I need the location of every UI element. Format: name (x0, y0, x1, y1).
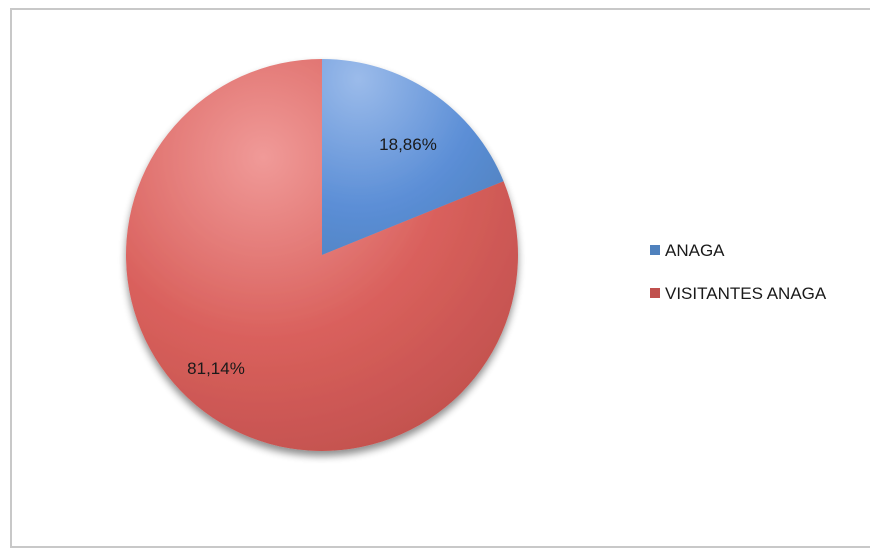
pie-data-labels: 18,86% 81,14% (187, 135, 437, 378)
legend-label-visitantes-anaga: VISITANTES ANAGA (665, 284, 827, 303)
legend-swatch-visitantes-anaga (650, 288, 660, 298)
legend-item-anaga: ANAGA (650, 241, 725, 260)
data-label-anaga: 18,86% (379, 135, 437, 154)
legend-label-anaga: ANAGA (665, 241, 725, 260)
pie-slice-visitantes-anaga (125, 59, 519, 451)
pie-slice-anaga (322, 59, 504, 255)
legend-item-visitantes-anaga: VISITANTES ANAGA (650, 284, 827, 303)
data-label-visitantes-anaga: 81,14% (187, 359, 245, 378)
legend: ANAGA VISITANTES ANAGA (650, 241, 827, 303)
pie-slices (125, 59, 519, 451)
legend-swatch-anaga (650, 245, 660, 255)
pie-chart: 18,86% 81,14% ANAGA VISITANTES ANAGA (125, 59, 827, 451)
